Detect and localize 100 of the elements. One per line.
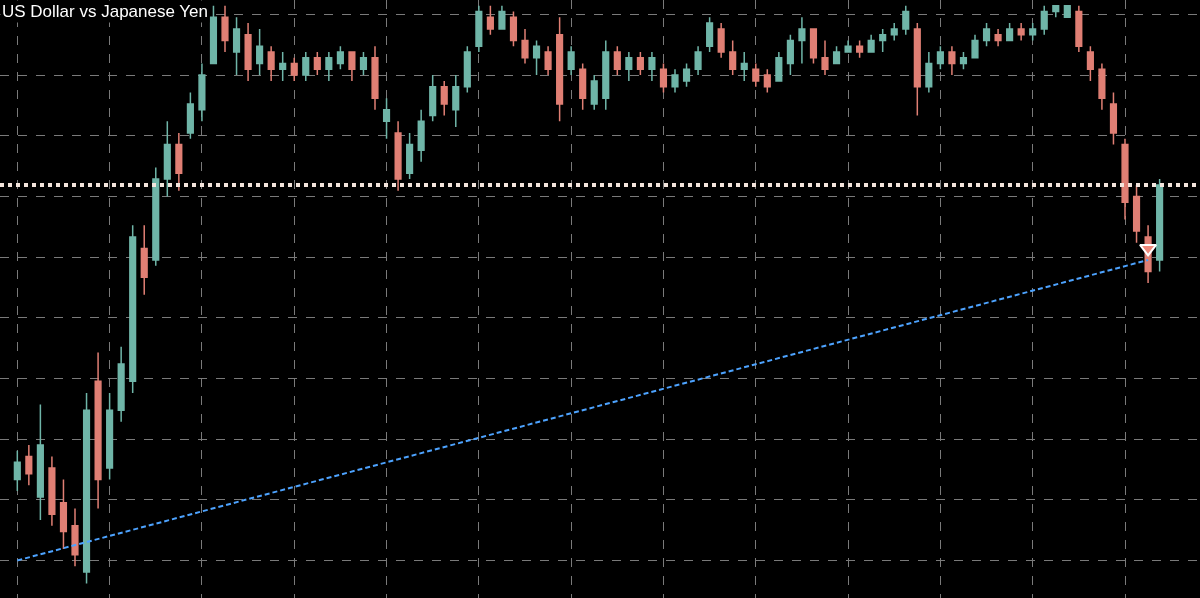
candlestick	[856, 39, 864, 59]
candlestick	[798, 16, 806, 65]
candlestick	[521, 28, 529, 65]
candlestick	[325, 51, 333, 82]
candlestick	[694, 45, 702, 76]
candlestick	[1098, 62, 1106, 111]
candlestick	[786, 33, 794, 76]
candlestick	[140, 224, 148, 296]
candlestick	[163, 120, 171, 198]
candlestick	[602, 39, 610, 111]
candlestick	[844, 39, 852, 53]
candlestick	[175, 132, 183, 192]
candlestick	[913, 22, 921, 117]
candlestick	[821, 39, 829, 76]
candlestick	[994, 28, 1002, 47]
candlestick	[302, 51, 310, 82]
candlestick	[671, 68, 679, 94]
candlestick	[556, 16, 564, 123]
candlestick	[948, 45, 956, 76]
candlestick	[532, 39, 541, 76]
candlestick	[313, 51, 321, 76]
candlestick	[971, 33, 979, 59]
candlestick	[209, 5, 218, 65]
candlestick	[1121, 137, 1129, 221]
candlestick	[544, 45, 552, 76]
candlestick	[809, 28, 818, 65]
candlestick	[1086, 45, 1094, 82]
candlestick	[706, 16, 714, 53]
candlestick	[348, 51, 356, 82]
candlestick	[740, 51, 748, 82]
candlestick	[1052, 5, 1060, 19]
candlestick	[463, 45, 471, 94]
candlestick	[1017, 22, 1025, 42]
candlestick	[13, 449, 21, 492]
candlestick	[879, 28, 887, 53]
candlestick	[729, 39, 737, 76]
candlestick	[48, 455, 56, 527]
candlestick	[36, 403, 44, 521]
candlestick	[982, 22, 991, 47]
candlestick	[106, 392, 114, 481]
candlestick	[221, 5, 229, 53]
candlestick	[925, 51, 933, 94]
candlestick	[1156, 178, 1164, 273]
candlestick	[71, 507, 79, 567]
candlestick	[832, 45, 841, 65]
candlestick	[775, 51, 783, 82]
candlestick	[279, 51, 287, 82]
candlestick	[440, 80, 448, 117]
candlestick	[625, 51, 633, 82]
candlestick	[382, 97, 391, 140]
candlestick	[717, 22, 725, 59]
candlestick	[636, 51, 644, 76]
candlestick	[959, 51, 968, 71]
candlestick	[1040, 5, 1048, 36]
candlestick	[256, 28, 264, 76]
candlestick	[186, 91, 194, 140]
candlestick	[129, 224, 137, 394]
candlestick	[475, 5, 483, 53]
candlestick	[567, 45, 575, 76]
candlestick	[936, 45, 944, 71]
candlestick	[267, 45, 275, 82]
candlestick	[486, 5, 494, 36]
candlestick	[498, 5, 506, 30]
candlestick	[1109, 91, 1118, 146]
candlestick	[59, 478, 68, 550]
candlestick	[359, 51, 368, 76]
candlestick	[152, 166, 160, 267]
candlestick	[659, 62, 668, 94]
candlestick	[682, 62, 691, 88]
candlestick	[1029, 22, 1037, 42]
candlestick	[406, 132, 414, 180]
chart-title: US Dollar vs Japanese Yen	[2, 2, 209, 21]
candlestick	[82, 392, 91, 585]
candlestick	[417, 109, 425, 163]
candlestick	[509, 10, 518, 47]
candlestick	[198, 62, 206, 123]
candlestick	[590, 74, 598, 111]
candlestick	[244, 22, 252, 82]
candlestick	[336, 45, 344, 71]
candlestick	[648, 51, 656, 82]
candlestick	[613, 45, 621, 76]
candlestick	[117, 345, 125, 423]
candlestick	[1075, 5, 1083, 53]
candlestick	[752, 62, 760, 88]
candlestick	[94, 351, 102, 510]
candlestick	[452, 74, 460, 128]
candlestick	[890, 22, 898, 42]
candlestick	[290, 57, 298, 82]
candlestick	[1006, 22, 1014, 42]
candlestick	[1132, 184, 1141, 244]
candlestick	[763, 68, 771, 94]
candlestick	[867, 33, 875, 53]
candlestick	[579, 62, 587, 111]
candlestick	[1063, 5, 1071, 19]
candlestick	[371, 45, 379, 111]
candlestick	[25, 444, 33, 487]
candlestick	[394, 120, 402, 192]
candlestick	[429, 74, 437, 123]
candlestick	[902, 5, 910, 36]
candlestick	[232, 16, 241, 76]
